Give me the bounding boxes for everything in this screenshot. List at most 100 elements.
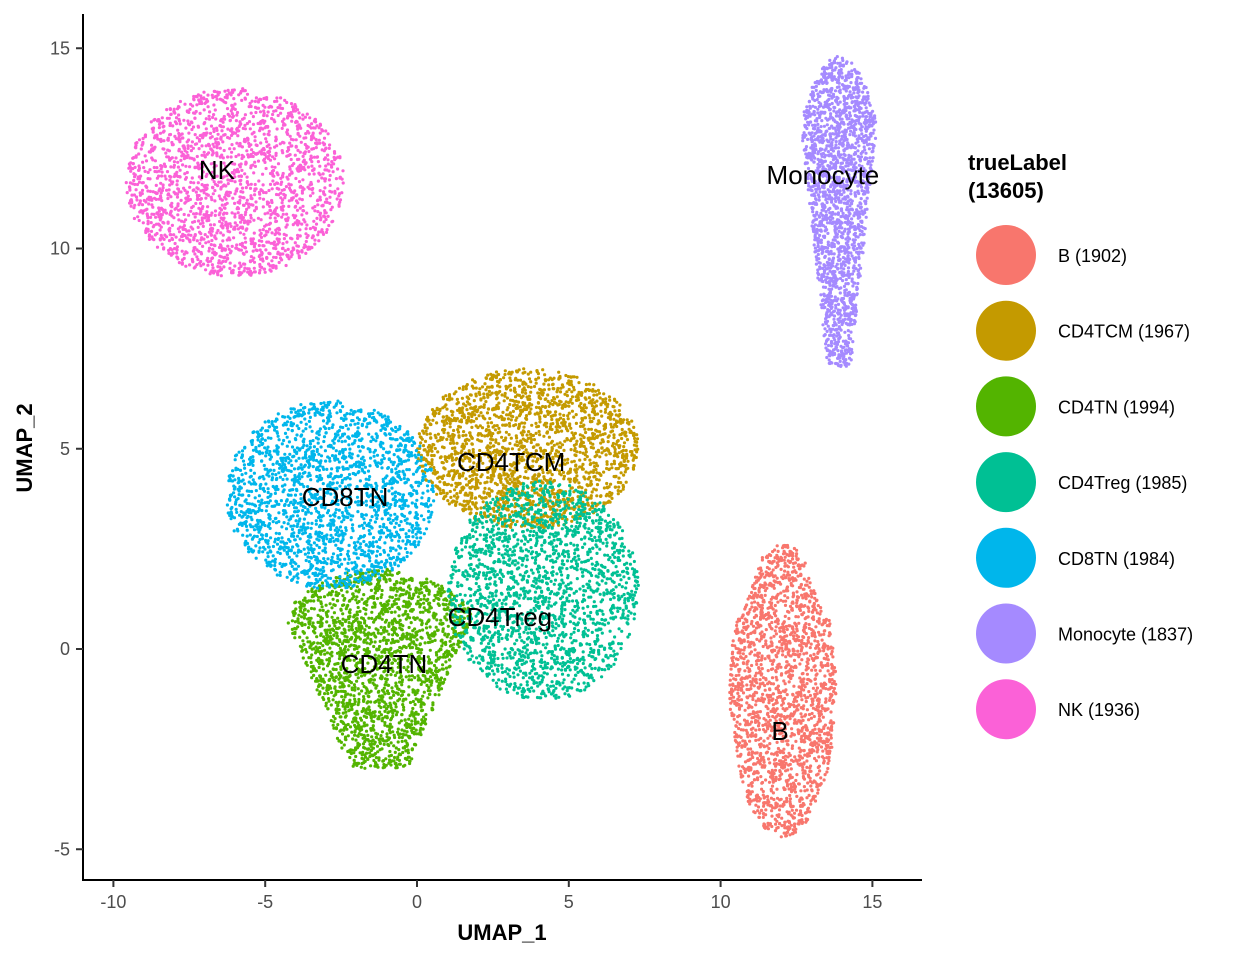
data-point: [584, 450, 588, 454]
data-point: [729, 667, 733, 671]
data-point: [815, 598, 819, 602]
data-point: [610, 496, 614, 500]
data-point: [497, 489, 501, 494]
data-point: [574, 413, 578, 417]
data-point: [775, 707, 779, 711]
data-point: [397, 687, 401, 692]
data-point: [800, 563, 804, 567]
data-point: [525, 439, 529, 443]
data-point: [826, 766, 830, 771]
data-point: [802, 762, 806, 766]
data-point: [743, 760, 748, 764]
data-point: [774, 670, 778, 674]
data-point: [778, 750, 783, 755]
data-point: [764, 723, 768, 727]
data-point: [537, 429, 541, 434]
data-point: [425, 598, 429, 603]
data-point: [759, 673, 763, 677]
data-point: [818, 733, 822, 737]
data-point: [779, 673, 784, 677]
data-point: [363, 628, 367, 632]
data-point: [554, 410, 558, 414]
data-point: [728, 678, 732, 682]
data-point: [766, 736, 770, 740]
data-point: [808, 581, 812, 585]
data-point: [477, 432, 481, 436]
data-point: [741, 652, 745, 656]
data-point: [781, 653, 785, 657]
data-point: [786, 778, 790, 782]
data-point: [590, 410, 595, 414]
data-point: [525, 417, 529, 421]
data-point: [577, 381, 581, 385]
data-point: [487, 455, 491, 459]
data-point: [757, 625, 761, 629]
data-point: [423, 423, 427, 427]
data-point: [766, 611, 771, 615]
data-point: [606, 402, 610, 406]
data-point: [741, 691, 746, 695]
data-point: [562, 477, 566, 481]
data-point: [518, 378, 523, 382]
data-point: [745, 683, 749, 687]
data-point: [461, 434, 465, 438]
data-point: [761, 700, 765, 704]
data-point: [786, 739, 790, 743]
data-point: [584, 447, 588, 451]
data-point: [551, 387, 555, 391]
data-point: [370, 616, 374, 621]
data-point: [747, 610, 751, 614]
data-point: [768, 761, 772, 765]
data-point: [791, 634, 796, 638]
data-point: [443, 677, 447, 682]
data-point: [526, 397, 530, 401]
data-point: [441, 415, 445, 419]
data-point: [611, 404, 615, 409]
data-point: [807, 622, 811, 627]
data-point: [388, 749, 392, 754]
data-point: [562, 418, 566, 422]
data-point: [487, 389, 491, 393]
data-point: [787, 751, 791, 755]
data-point: [508, 477, 512, 481]
data-point: [599, 433, 603, 437]
data-point: [800, 698, 804, 702]
data-point: [826, 687, 831, 691]
data-point: [739, 698, 744, 702]
data-point: [538, 420, 542, 424]
data-point: [787, 680, 791, 684]
data-point: [353, 711, 357, 715]
data-point: [510, 370, 514, 374]
data-point: [578, 458, 582, 462]
data-point: [755, 662, 759, 667]
data-point: [748, 694, 752, 698]
data-point: [449, 409, 453, 413]
data-point: [509, 398, 513, 402]
data-point: [512, 399, 517, 403]
data-point: [774, 625, 778, 629]
data-point: [621, 487, 625, 491]
data-point: [447, 393, 452, 397]
data-point: [485, 392, 489, 396]
data-point: [793, 755, 797, 759]
data-point: [772, 797, 776, 802]
data-point: [738, 741, 742, 745]
data-point: [607, 395, 612, 399]
data-point: [825, 654, 830, 658]
data-point: [543, 405, 548, 409]
data-point: [553, 413, 557, 417]
data-point: [616, 439, 620, 443]
data-point: [754, 794, 759, 798]
data-point: [565, 461, 570, 465]
data-point: [570, 519, 574, 523]
data-point: [808, 599, 812, 603]
data-point: [731, 695, 736, 699]
data-point: [499, 480, 503, 484]
data-point: [456, 400, 460, 405]
data-point: [793, 785, 798, 789]
data-point: [753, 679, 757, 683]
data-point: [559, 416, 563, 420]
data-point: [774, 686, 778, 690]
data-point: [742, 648, 746, 652]
data-point: [517, 480, 521, 484]
